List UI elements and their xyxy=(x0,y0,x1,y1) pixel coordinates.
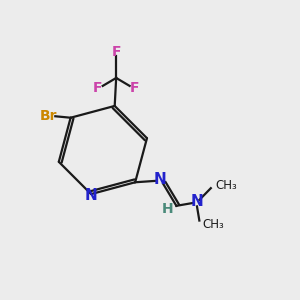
Text: CH₃: CH₃ xyxy=(215,179,237,192)
Text: F: F xyxy=(130,81,140,95)
Text: CH₃: CH₃ xyxy=(202,218,224,232)
Text: F: F xyxy=(111,45,121,59)
Text: F: F xyxy=(93,81,103,95)
Text: H: H xyxy=(162,202,173,216)
Text: Br: Br xyxy=(40,109,57,123)
Text: N: N xyxy=(85,188,98,203)
Text: N: N xyxy=(154,172,167,187)
Text: N: N xyxy=(190,194,203,209)
